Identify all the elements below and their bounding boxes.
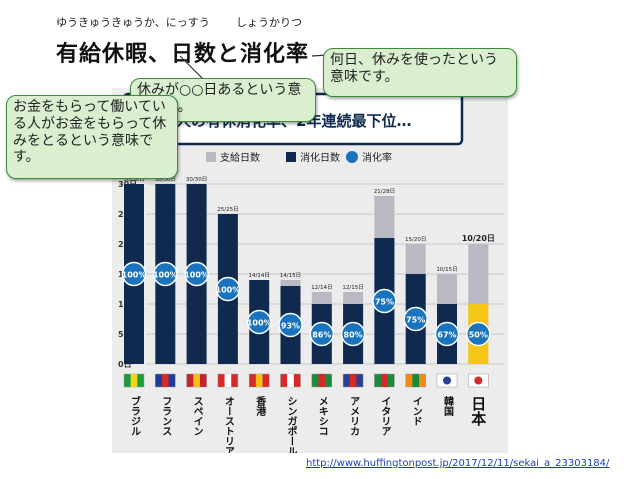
day-label-2: 30/30日 (155, 176, 176, 183)
legend-label-rate: 消化率 (362, 151, 392, 164)
category-label-7: メキシコ (316, 396, 328, 436)
rate-circle-7 (309, 321, 335, 347)
category-label-4: オーストリア (222, 396, 234, 453)
rate-circle-4 (215, 276, 241, 302)
rate-circle-8 (340, 321, 366, 347)
flag-mark-11 (443, 376, 451, 385)
flag-mark-3 (193, 374, 200, 387)
day-label-4: 25/25日 (217, 206, 238, 213)
bar-chart: 日本人の有休消化率、2年連続最下位…支給日数消化日数消化率0日5日10日15日2… (118, 92, 504, 453)
day-label-7: 12/14日 (311, 284, 332, 291)
y-tick-label: 0日 (118, 360, 132, 369)
rate-label-6: 93% (281, 322, 300, 331)
rate-circle-3 (184, 261, 209, 287)
category-label-12: 日本 (469, 396, 487, 427)
note-paid-leave: お金をもらって働いている人がお金をもらって休みをとるという意味です。 (6, 95, 178, 179)
legend-swatch-used (286, 152, 296, 162)
flag-mark-4 (224, 374, 232, 387)
category-label-1: ブラジル (129, 395, 141, 436)
category-label-6: シンガポール (285, 396, 297, 453)
title-furigana-1: ゆうきゅうきゅうか、にっすう (56, 16, 210, 29)
day-label-9: 21/28日 (374, 188, 395, 195)
category-label-5: 香港 (254, 395, 266, 417)
day-label-11: 10/15日 (436, 266, 457, 273)
day-label-5: 14/14日 (249, 272, 270, 279)
rate-label-10: 75% (406, 316, 425, 325)
category-label-8: アメリカ (348, 396, 360, 436)
rate-label-9: 75% (375, 298, 394, 307)
day-label-3: 30/30日 (186, 176, 207, 183)
title-furigana-2: しょうかりつ (236, 16, 303, 29)
chart-panel: 日本人の有休消化率、2年連続最下位…支給日数消化日数消化率0日5日10日15日2… (112, 88, 508, 453)
rate-label-4: 100% (216, 286, 241, 295)
note-used-days: 何日、休みを使ったという意味です。 (323, 48, 517, 97)
flag-mark-10 (412, 374, 420, 387)
day-label-8: 12/15日 (342, 284, 363, 291)
rate-circle-5 (246, 309, 272, 335)
day-label-1: 30/30日 (123, 176, 144, 183)
page-title: 有給休暇、日数と消化率 (56, 42, 310, 67)
day-label-12: 10/20日 (462, 234, 495, 243)
rate-label-7: 86% (312, 331, 331, 340)
category-label-9: イタリア (379, 396, 391, 436)
flag-mark-9 (381, 374, 388, 387)
day-label-10: 15/20日 (405, 236, 426, 243)
category-label-3: スペイン (191, 396, 203, 436)
flag-mark-6 (287, 374, 294, 387)
flag-mark-1 (130, 374, 138, 387)
rate-label-5: 100% (247, 319, 272, 328)
rate-label-1: 100% (122, 271, 147, 280)
rate-circle-10 (403, 306, 428, 332)
legend-label-used: 消化日数 (300, 151, 340, 164)
rate-circle-6 (278, 312, 303, 338)
rate-circle-2 (153, 261, 178, 287)
rate-circle-12 (466, 321, 491, 347)
category-label-2: フランス (160, 396, 172, 436)
rate-circle-11 (434, 321, 460, 347)
flag-mark-2 (161, 374, 169, 387)
rate-label-8: 80% (344, 331, 363, 340)
source-link[interactable]: http://www.huffingtonpost.jp/2017/12/11/… (306, 458, 610, 469)
day-label-6: 14/15日 (280, 272, 301, 279)
flag-mark-7 (318, 374, 326, 387)
legend-swatch-granted (206, 152, 216, 162)
rate-label-12: 50% (469, 331, 488, 340)
rate-label-11: 67% (437, 331, 456, 340)
flag-mark-12 (474, 376, 483, 385)
rate-circle-9 (372, 288, 397, 314)
flag-mark-5 (255, 374, 263, 387)
rate-label-3: 100% (184, 271, 209, 280)
category-label-11: 韓国 (442, 395, 454, 417)
flag-mark-8 (349, 374, 357, 387)
rate-label-2: 100% (153, 271, 178, 280)
rate-circle-1 (121, 261, 147, 287)
legend-label-granted: 支給日数 (220, 151, 260, 164)
legend-swatch-rate (346, 151, 358, 163)
category-label-10: インド (410, 396, 422, 426)
